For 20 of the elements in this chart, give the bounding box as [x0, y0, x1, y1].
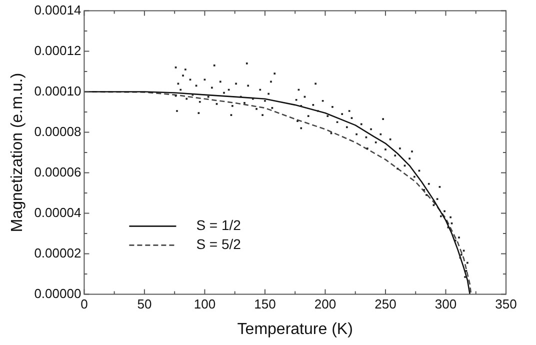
x-tick-label: 250	[374, 296, 396, 312]
y-tick-label: 0.00008	[34, 124, 82, 139]
x-tick-label: 300	[434, 296, 457, 312]
y-tick-label: 0.00010	[34, 83, 82, 98]
y-tick-label: 0.00002	[34, 245, 82, 260]
y-axis-title: Magnetization (e.m.u.)	[9, 72, 26, 232]
x-tick-label: 150	[254, 296, 276, 312]
y-tick-label: 0.00000	[34, 286, 82, 301]
x-tick-label: 50	[137, 296, 152, 312]
legend-label: S = 5/2	[196, 236, 242, 252]
y-tick-label: 0.00004	[34, 204, 82, 220]
y-tick-label: 0.00014	[34, 2, 82, 18]
y-tick-label: 0.00012	[34, 42, 82, 58]
x-tick-label: 0	[80, 296, 88, 312]
x-axis-title: Temperature (K)	[237, 320, 353, 338]
x-tick-label: 350	[495, 296, 517, 312]
x-tick-label: 100	[194, 296, 216, 312]
legend-label: S = 1/2	[196, 217, 242, 234]
y-tick-label: 0.00006	[34, 164, 82, 180]
x-tick-label: 200	[314, 296, 336, 312]
